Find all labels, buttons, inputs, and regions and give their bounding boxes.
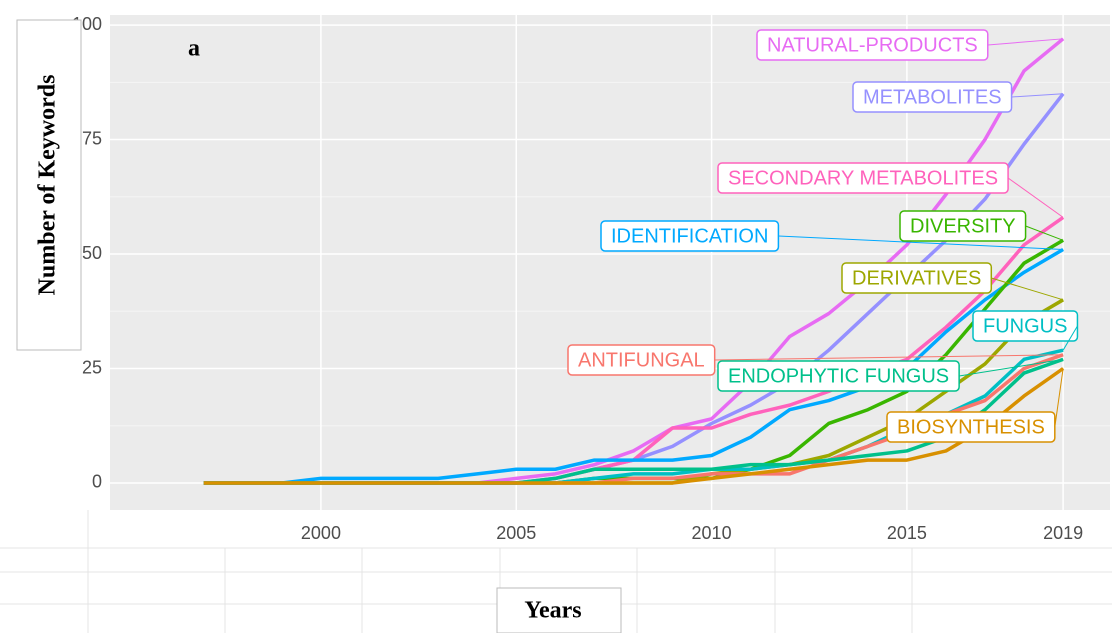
- leader-line: [1007, 177, 1064, 218]
- legend-entry: DERIVATIVES: [852, 267, 981, 289]
- panel-tag: a: [188, 36, 200, 62]
- series-line: [203, 247, 1065, 485]
- leader-line: [987, 38, 1064, 46]
- leader-line: [1054, 368, 1064, 428]
- x-tick-label: 2000: [301, 523, 341, 543]
- legend-entry: ENDOPHYTIC FUNGUS: [728, 365, 949, 387]
- series-label: ENDOPHYTIC FUNGUS: [717, 358, 1064, 392]
- ylabel-box: [16, 19, 82, 351]
- legend-entry: SECONDARY METABOLITES: [728, 167, 998, 189]
- leader-line: [959, 358, 1064, 377]
- leader-line: [778, 235, 1064, 250]
- series-label: FUNGUS: [972, 310, 1079, 351]
- xlabel-box: [496, 587, 622, 633]
- series-label: DERIVATIVES: [841, 262, 1064, 301]
- leader-line: [714, 354, 1064, 361]
- x-tick-label: 2005: [496, 523, 536, 543]
- y-tick-label: 25: [82, 357, 102, 377]
- x-tick-label: 2010: [692, 523, 732, 543]
- legend-entry: FUNGUS: [983, 315, 1067, 337]
- y-axis-label: Number of Keywords: [35, 75, 61, 296]
- leader-line: [1062, 325, 1078, 351]
- legend-entry: BIOSYNTHESIS: [897, 416, 1045, 438]
- x-tick-label: 2019: [1043, 523, 1083, 543]
- leader-line: [1025, 225, 1064, 241]
- series-label: BIOSYNTHESIS: [886, 368, 1064, 443]
- series-label: DIVERSITY: [899, 210, 1064, 242]
- legend-entry: IDENTIFICATION: [611, 225, 768, 247]
- legend-entry: NATURAL-PRODUCTS: [767, 34, 978, 56]
- leader-line: [991, 277, 1064, 301]
- series-label: IDENTIFICATION: [600, 220, 1064, 252]
- series-label: METABOLITES: [852, 81, 1064, 113]
- series-label: ANTIFUNGAL: [567, 344, 1064, 376]
- y-tick-label: 0: [92, 472, 102, 492]
- x-tick-label: 2015: [887, 523, 927, 543]
- legend-entry: METABOLITES: [863, 86, 1002, 108]
- legend-entry: DIVERSITY: [910, 215, 1016, 237]
- series-label: NATURAL-PRODUCTS: [756, 29, 1064, 61]
- y-tick-label: 50: [82, 243, 102, 263]
- series-label: SECONDARY METABOLITES: [717, 162, 1064, 218]
- x-axis-label: Years: [524, 598, 581, 624]
- legend-entry: ANTIFUNGAL: [578, 349, 705, 371]
- y-tick-label: 75: [82, 128, 102, 148]
- leader-line: [1011, 93, 1064, 98]
- series-line: [203, 367, 1065, 485]
